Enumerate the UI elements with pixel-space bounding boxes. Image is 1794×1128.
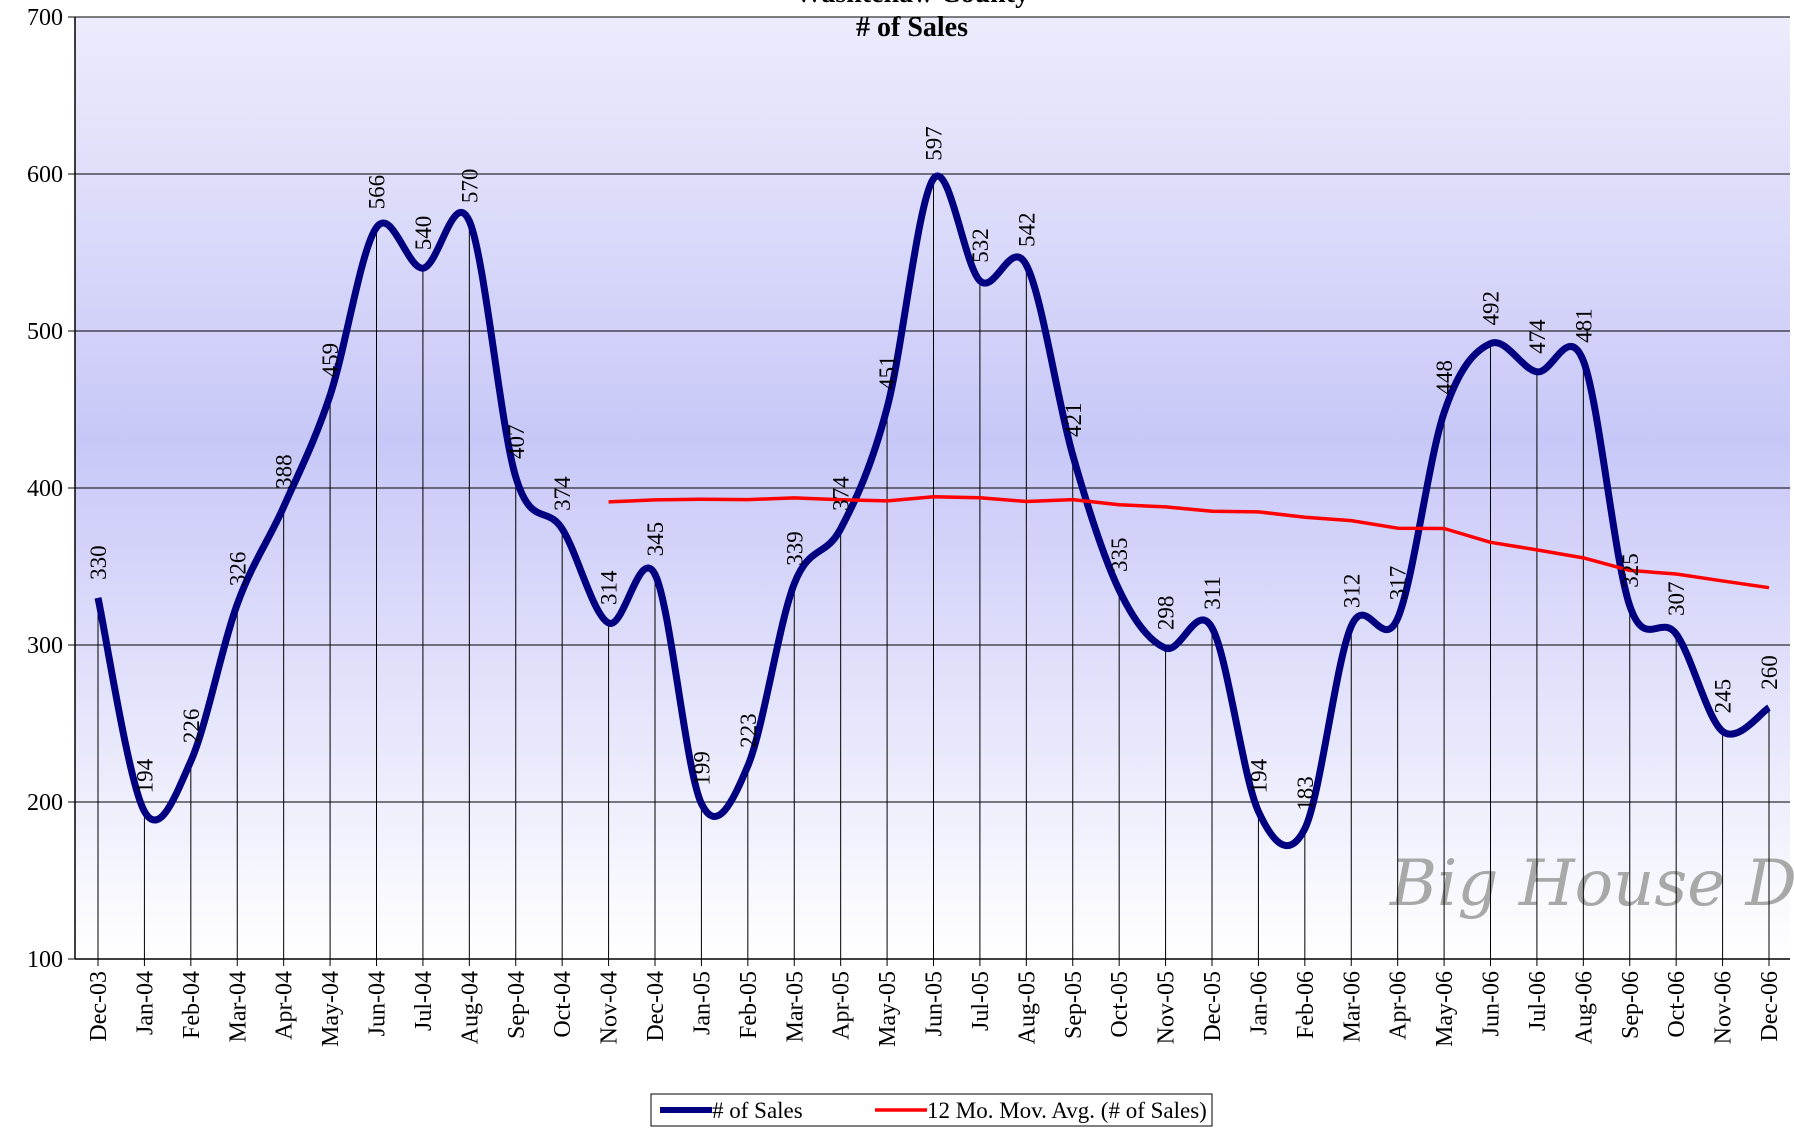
data-label: 194: [132, 758, 157, 793]
x-tick-label: Dec-03: [86, 971, 112, 1042]
data-label: 459: [318, 343, 343, 378]
data-label: 474: [1525, 319, 1550, 354]
x-tick-label: Apr-06: [1386, 971, 1412, 1040]
x-tick-label: Jun-05: [922, 971, 948, 1036]
data-label: 492: [1479, 291, 1504, 326]
x-tick-label: Feb-05: [736, 971, 762, 1039]
data-label: 223: [736, 713, 761, 748]
data-label: 245: [1711, 679, 1736, 714]
x-tick-label: May-04: [318, 971, 344, 1047]
x-tick-label: Feb-06: [1293, 971, 1319, 1039]
data-label: 307: [1664, 582, 1689, 617]
x-tick-label: Nov-04: [597, 971, 623, 1044]
x-tick-label: Dec-06: [1757, 971, 1783, 1042]
data-label: 597: [922, 126, 947, 161]
y-tick-label: 600: [27, 162, 63, 188]
series-line: [608, 495, 1770, 590]
data-label: 407: [504, 425, 529, 460]
x-tick-label: Jan-06: [1246, 971, 1272, 1035]
data-label: 532: [968, 228, 993, 263]
x-tick-label: Jul-04: [411, 971, 437, 1031]
x-tick-label: Jan-05: [689, 971, 715, 1035]
data-label: 312: [1339, 574, 1364, 609]
data-label: 335: [1107, 538, 1132, 573]
y-tick-label: 500: [27, 319, 63, 345]
y-tick-label: 700: [27, 5, 63, 31]
series-line: [94, 172, 1772, 850]
x-tick-label: Aug-04: [457, 971, 483, 1044]
data-label: 570: [457, 169, 482, 204]
chart-title: Washtenaw County: [795, 0, 1029, 9]
y-tick-label: 300: [27, 633, 63, 659]
x-tick-label: Aug-06: [1571, 971, 1597, 1044]
legend-box: [650, 1093, 1213, 1127]
data-label: 566: [365, 175, 390, 210]
watermark: Big House Data: [1389, 847, 1794, 921]
x-tick-label: Sep-06: [1618, 971, 1644, 1039]
legend-label: # of Sales: [712, 1098, 803, 1123]
legend-label: 12 Mo. Mov. Avg. (# of Sales): [927, 1098, 1207, 1123]
x-tick-label: Oct-04: [550, 971, 576, 1038]
data-label: 314: [597, 570, 622, 605]
x-tick-label: Jul-05: [968, 971, 994, 1031]
x-tick-label: Sep-05: [1061, 971, 1087, 1039]
y-tick-label: 400: [27, 476, 63, 502]
x-tick-label: Mar-04: [225, 971, 251, 1043]
data-label: 481: [1571, 308, 1596, 343]
data-label: 226: [179, 709, 204, 744]
x-tick-label: Mar-06: [1339, 971, 1365, 1043]
y-tick-label: 200: [27, 790, 63, 816]
x-tick-label: Jul-06: [1525, 971, 1551, 1031]
x-tick-label: Jun-06: [1479, 971, 1505, 1036]
x-tick-label: Dec-05: [1200, 971, 1226, 1042]
data-label: 325: [1618, 553, 1643, 588]
data-label: 317: [1386, 566, 1411, 601]
data-label: 339: [782, 531, 807, 566]
data-label: 311: [1200, 576, 1225, 610]
data-label: 183: [1293, 776, 1318, 811]
x-tick-label: Dec-04: [643, 971, 669, 1042]
x-tick-label: May-06: [1432, 971, 1458, 1047]
data-label: 330: [86, 545, 111, 580]
data-label: 298: [1154, 596, 1179, 631]
x-tick-label: Nov-06: [1711, 971, 1737, 1044]
x-tick-label: Mar-05: [782, 971, 808, 1043]
data-label: 542: [1014, 213, 1039, 248]
data-label: 540: [411, 216, 436, 251]
data-label: 421: [1061, 403, 1086, 438]
x-tick-label: Feb-04: [179, 971, 205, 1039]
data-label: 326: [225, 552, 250, 587]
data-label: 374: [550, 476, 575, 511]
data-label: 260: [1757, 655, 1782, 690]
x-tick-label: Jan-04: [132, 971, 158, 1035]
x-tick-label: Oct-06: [1664, 971, 1690, 1038]
x-tick-label: Aug-05: [1014, 971, 1040, 1044]
x-tick-label: Apr-05: [829, 971, 855, 1040]
y-tick-label: 100: [27, 947, 63, 973]
x-tick-label: Nov-05: [1154, 971, 1180, 1044]
legend: # of Sales 12 Mo. Mov. Avg. (# of Sales): [650, 1093, 1213, 1127]
x-tick-label: May-05: [875, 971, 901, 1047]
x-tick-label: Oct-05: [1107, 971, 1133, 1038]
x-tick-label: Apr-04: [272, 971, 298, 1040]
data-label: 374: [829, 476, 854, 511]
data-label: 345: [643, 522, 668, 557]
x-tick-label: Jun-04: [365, 971, 391, 1036]
data-label: 448: [1432, 360, 1457, 395]
data-label: 199: [689, 751, 714, 786]
data-label: 451: [875, 355, 900, 390]
data-label: 194: [1246, 758, 1271, 793]
data-label: 388: [272, 454, 297, 489]
x-tick-label: Sep-04: [504, 971, 530, 1039]
